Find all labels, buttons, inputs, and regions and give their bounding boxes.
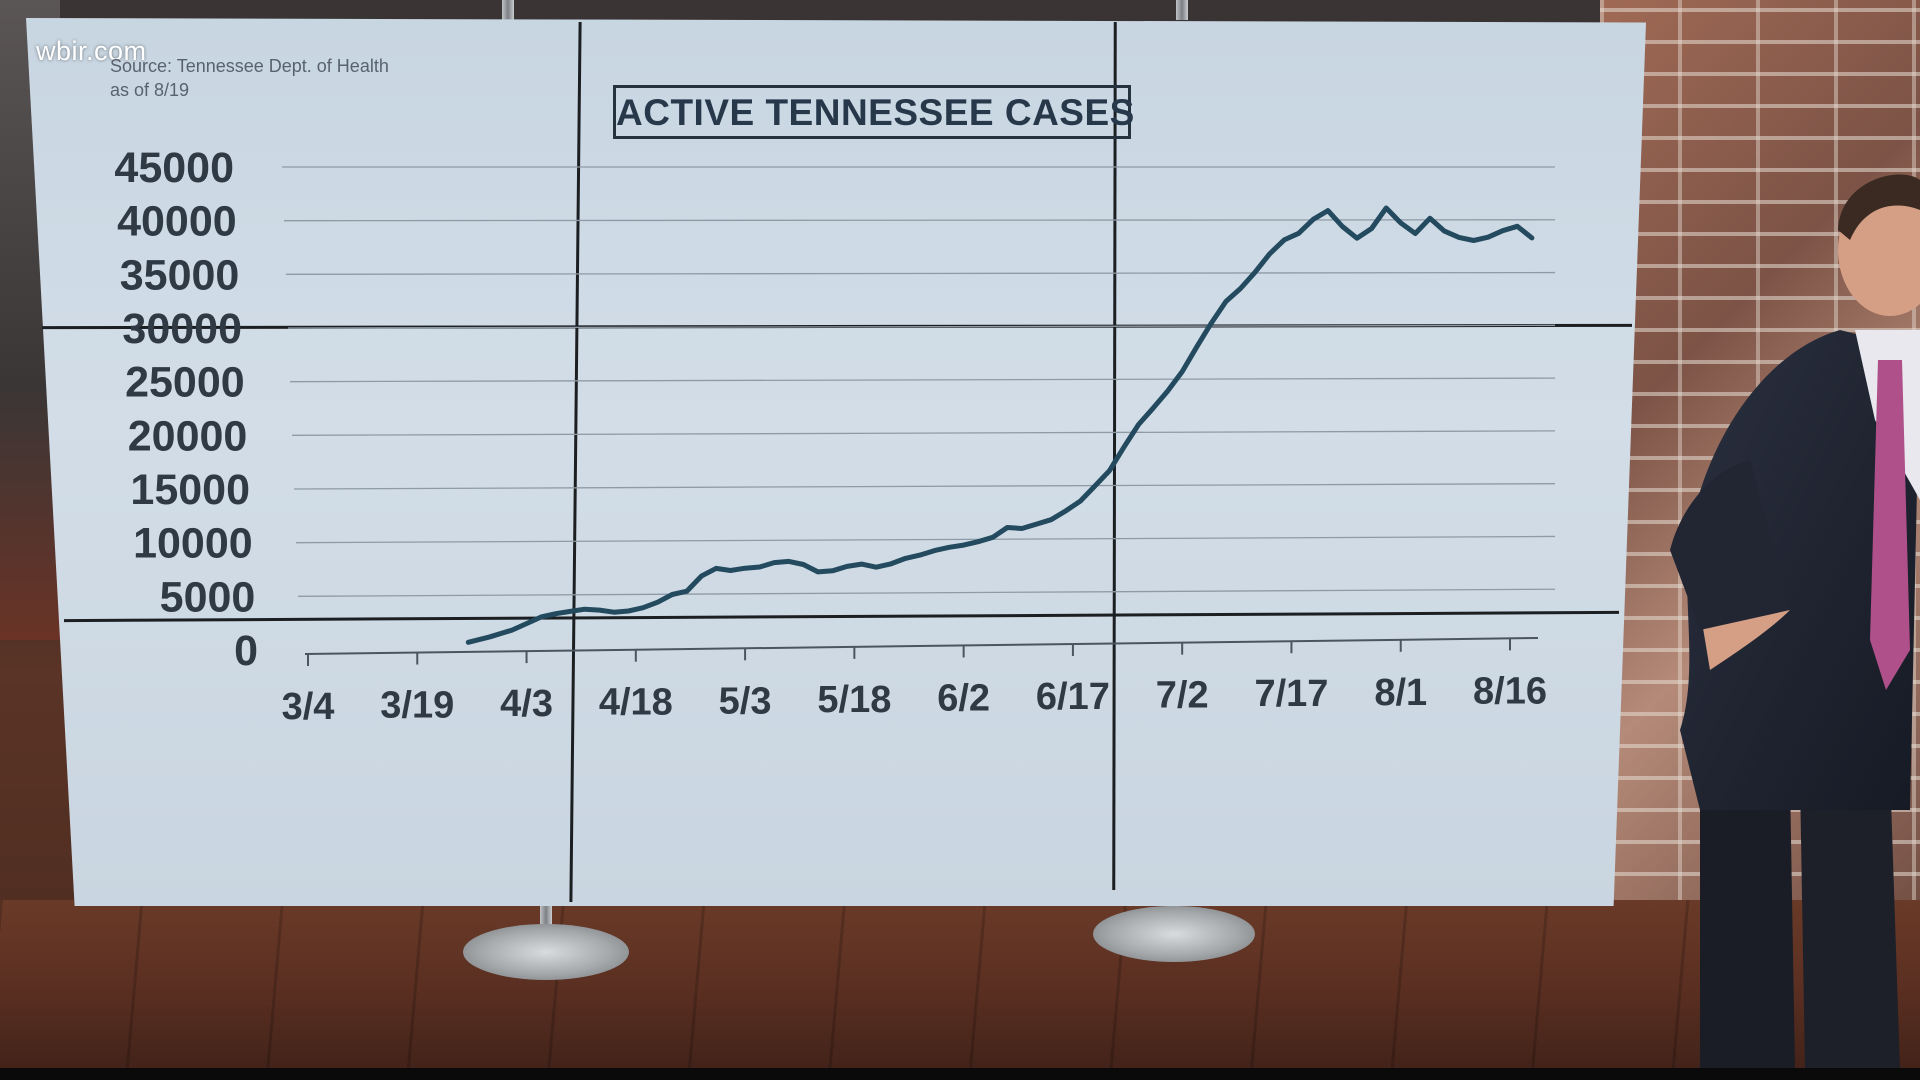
top-left-stand-pole <box>502 0 514 20</box>
right-stand-base <box>1093 906 1255 962</box>
video-wall-screen <box>26 18 1646 906</box>
y-tick-label: 10000 <box>133 520 253 568</box>
gridline <box>289 377 1556 383</box>
top-right-stand-pole <box>1176 0 1188 20</box>
y-tick-label: 25000 <box>125 359 245 407</box>
gridline <box>283 219 1556 222</box>
gridline <box>287 324 1556 329</box>
gridline <box>297 588 1556 597</box>
chart-gridlines <box>282 166 1556 597</box>
y-tick-label: 15000 <box>130 466 250 514</box>
presenter-figure <box>1670 174 1920 1070</box>
wood-floor <box>0 900 1920 1080</box>
x-axis-ticks: 3/4 3/19 4/3 4/18 5/3 5/18 6/2 6/17 7/2 7/17 8/1 8/… <box>282 670 1547 728</box>
x-axis-line <box>304 637 1539 655</box>
x-tick-label: 5/18 <box>817 679 891 721</box>
x-tick-label: 3/19 <box>380 685 454 727</box>
wbir-watermark: wbir.com <box>36 36 147 66</box>
y-tick-label: 40000 <box>117 198 237 246</box>
x-tick-label: 4/18 <box>599 682 673 724</box>
gridline <box>291 430 1556 436</box>
x-tick-label: 5/3 <box>719 680 772 722</box>
x-tick-label: 8/16 <box>1473 670 1547 712</box>
letterbox-bar <box>0 1068 1920 1080</box>
x-tick-label: 4/3 <box>500 683 553 725</box>
source-line-1: Source: Tennessee Dept. of Health <box>110 56 389 76</box>
x-tick-label: 7/17 <box>1254 673 1328 715</box>
x-tick-label: 7/2 <box>1156 675 1209 717</box>
gridline <box>293 483 1556 490</box>
chart-source: Source: Tennessee Dept. of Health as of … <box>110 54 389 102</box>
y-tick-label: 5000 <box>160 573 256 621</box>
y-tick-label: 30000 <box>122 305 242 353</box>
y-tick-label: 35000 <box>120 251 240 299</box>
x-tick-label: 8/1 <box>1374 672 1427 714</box>
gridline <box>285 271 1556 275</box>
y-axis-ticks: 0 5000 10000 15000 20000 25000 30000 35000 40000… <box>114 144 258 675</box>
left-stand-base <box>463 924 629 980</box>
chart-title: ACTIVE TENNESSEE CASES <box>613 85 1134 139</box>
y-tick-label: 20000 <box>128 412 248 460</box>
chart-series <box>465 205 1535 645</box>
y-tick-label: 0 <box>234 627 258 675</box>
x-axis <box>304 637 1539 666</box>
y-tick-label: 45000 <box>114 144 234 192</box>
gridline <box>295 535 1556 544</box>
series-line <box>465 205 1535 645</box>
x-tick-label: 6/17 <box>1036 676 1110 718</box>
source-line-2: as of 8/19 <box>110 80 190 100</box>
x-tick-label: 3/4 <box>282 686 335 728</box>
x-tick-label: 6/2 <box>937 677 990 719</box>
